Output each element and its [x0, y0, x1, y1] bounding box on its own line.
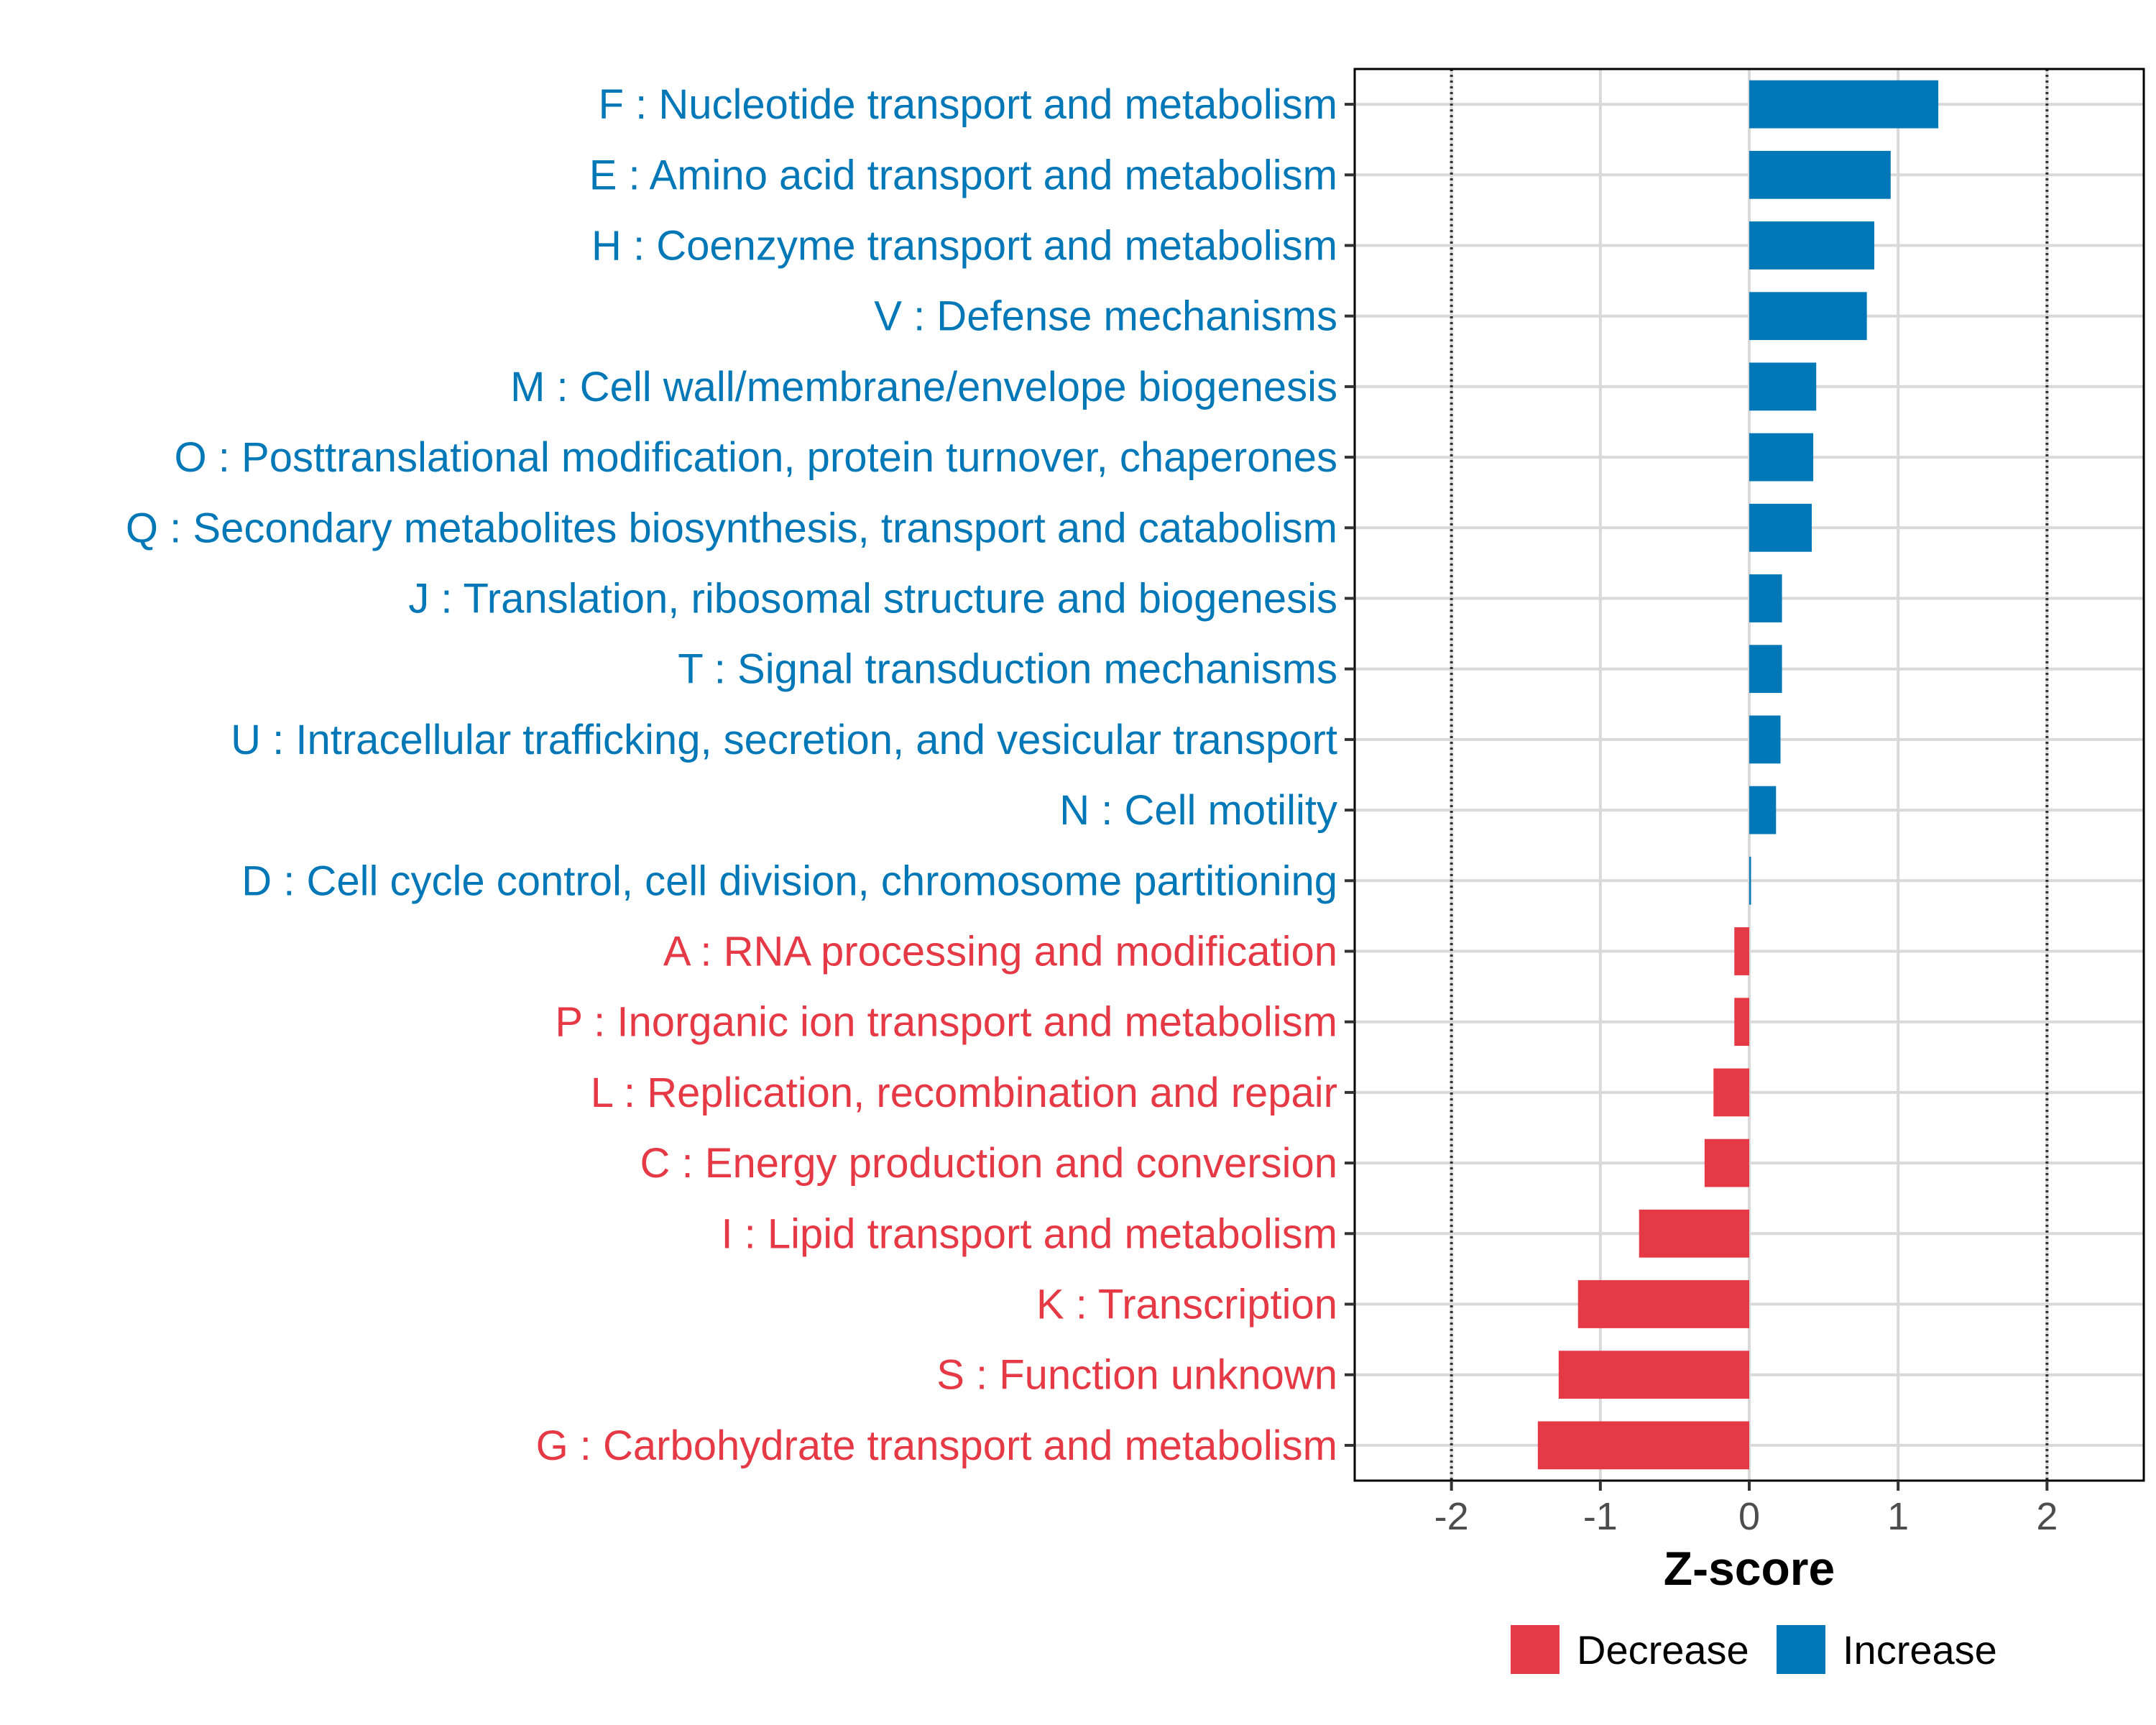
category-label: E : Amino acid transport and metabolism: [589, 152, 1337, 198]
bar: [1734, 927, 1749, 975]
category-label: D : Cell cycle control, cell division, c…: [241, 857, 1337, 904]
bar: [1639, 1209, 1749, 1258]
bar: [1749, 433, 1814, 482]
category-label: I : Lipid transport and metabolism: [721, 1210, 1337, 1257]
bar: [1537, 1421, 1749, 1470]
bar: [1749, 503, 1812, 552]
bar: [1704, 1138, 1749, 1187]
category-label: P : Inorganic ion transport and metaboli…: [555, 999, 1337, 1046]
category-label: C : Energy production and conversion: [640, 1140, 1337, 1187]
legend-label-decrease: Decrease: [1577, 1627, 1749, 1673]
x-tick-label: 1: [1887, 1495, 1909, 1538]
category-label: U : Intracellular trafficking, secretion…: [231, 717, 1337, 763]
category-label: O : Posttranslational modification, prot…: [175, 434, 1337, 481]
category-label: G : Carbohydrate transport and metabolis…: [536, 1422, 1337, 1469]
category-label: M : Cell wall/membrane/envelope biogenes…: [510, 364, 1337, 410]
bar: [1749, 221, 1875, 270]
category-label: S : Function unknown: [936, 1352, 1337, 1399]
bar: [1749, 574, 1782, 622]
legend-label-increase: Increase: [1843, 1627, 1997, 1673]
bar: [1749, 645, 1782, 694]
legend-swatch-decrease: [1511, 1625, 1560, 1674]
x-tick-label: 0: [1738, 1495, 1760, 1538]
bar: [1749, 715, 1781, 764]
bar: [1713, 1068, 1749, 1117]
bar: [1558, 1351, 1749, 1399]
y-axis-category-labels: F : Nucleotide transport and metabolism E…: [126, 81, 1337, 1469]
category-label: Q : Secondary metabolites biosynthesis, …: [126, 505, 1337, 551]
legend: Decrease Increase: [1511, 1625, 1997, 1674]
bar: [1749, 786, 1777, 834]
x-tick-label: -2: [1434, 1495, 1469, 1538]
bar: [1749, 292, 1867, 341]
x-axis-ticks: -2 -1 0 1 2: [1434, 1481, 2058, 1538]
bar: [1749, 150, 1891, 199]
category-label: A : RNA processing and modification: [663, 929, 1337, 975]
category-label: J : Translation, ribosomal structure and…: [408, 576, 1337, 622]
category-label: F : Nucleotide transport and metabolism: [599, 81, 1337, 128]
bar: [1577, 1280, 1749, 1328]
category-label: N : Cell motility: [1059, 787, 1337, 834]
bar: [1734, 998, 1749, 1046]
category-label: V : Defense mechanisms: [874, 293, 1337, 340]
bar: [1749, 362, 1817, 411]
bar: [1749, 856, 1751, 905]
category-label: L : Replication, recombination and repai…: [591, 1070, 1337, 1116]
x-tick-label: -1: [1583, 1495, 1618, 1538]
bar: [1749, 80, 1939, 129]
x-tick-label: 2: [2036, 1495, 2058, 1538]
category-label: H : Coenzyme transport and metabolism: [591, 223, 1337, 270]
category-label: T : Signal transduction mechanisms: [678, 646, 1337, 693]
category-label: K : Transcription: [1036, 1282, 1337, 1328]
y-axis-ticks: [1345, 103, 1355, 1447]
bars: [1537, 80, 1939, 1470]
x-axis-title: Z-score: [1664, 1542, 1835, 1595]
legend-swatch-increase: [1777, 1625, 1825, 1674]
